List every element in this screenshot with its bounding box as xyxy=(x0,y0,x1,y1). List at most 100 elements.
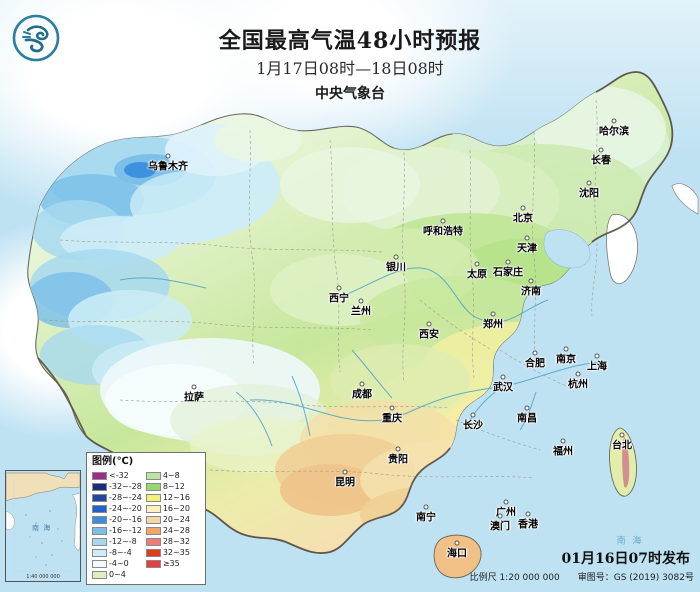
city-marker-dot xyxy=(611,118,617,124)
city-label: 郑州 xyxy=(483,319,503,331)
city-marker-dot xyxy=(560,438,566,444)
legend-swatch xyxy=(92,537,107,546)
legend-swatch xyxy=(145,504,161,513)
issue-time-label: 01月16日07时发布 xyxy=(561,551,690,567)
city-marker-dot xyxy=(497,513,503,519)
inset-sea-label: 南 海 xyxy=(32,524,52,532)
city-marker-dot xyxy=(389,405,395,411)
city-marker-dot xyxy=(191,384,197,390)
footer-metadata: 比例尺 1:20 000 000 审图号：GS (2019) 3082号 xyxy=(470,570,694,583)
legend-label: 24~28 xyxy=(162,526,190,535)
city-marker-dot xyxy=(423,504,429,510)
city-marker-dot xyxy=(532,350,538,356)
city-label: 北京 xyxy=(513,213,533,225)
legend-item-right-7: 32~35 xyxy=(145,547,190,558)
city-label: 南京 xyxy=(556,354,576,366)
legend-swatch xyxy=(92,559,107,568)
legend-swatch xyxy=(92,493,107,502)
legend-item-left-7: -8~-4 xyxy=(92,547,142,558)
city-marker-dot xyxy=(440,218,446,224)
hainan-island xyxy=(433,534,482,579)
legend-item-left-4: -20~-16 xyxy=(92,514,142,525)
city-label: 天津 xyxy=(517,243,537,255)
legend-label: 16~20 xyxy=(162,504,190,513)
legend-column-left: <-32 -32~-28 -28~-24 -24~-20 -20~-16 -16~-12 -… xyxy=(92,470,142,580)
city-label: 兰州 xyxy=(351,306,371,318)
city-marker-dot xyxy=(594,353,600,359)
south-china-sea-inset-map: 南 海 1:40 000 000 xyxy=(5,470,81,582)
city-label: 福州 xyxy=(553,446,573,458)
city-label: 济南 xyxy=(521,286,541,298)
city-label: 上海 xyxy=(587,361,607,373)
legend-item-left-9: 0~4 xyxy=(92,569,142,580)
city-marker-dot xyxy=(359,381,365,387)
city-marker-dot xyxy=(563,346,569,352)
city-label: 昆明 xyxy=(335,477,355,489)
city-label: 银川 xyxy=(386,262,406,274)
legend-item-left-5: -16~-12 xyxy=(92,525,142,536)
legend-swatch xyxy=(92,471,107,480)
city-label: 沈阳 xyxy=(579,188,599,200)
legend-swatch xyxy=(92,515,107,524)
legend-label: 32~35 xyxy=(162,548,190,557)
province-boundaries xyxy=(43,99,598,479)
city-label: 杭州 xyxy=(568,379,588,391)
legend-item-left-6: -12~-8 xyxy=(92,536,142,547)
legend-label: -16~-12 xyxy=(109,526,142,535)
city-marker-dot xyxy=(525,511,531,517)
taiwan-island xyxy=(609,427,637,497)
city-marker-dot xyxy=(524,405,530,411)
city-marker-dot xyxy=(528,278,534,284)
legend-swatch xyxy=(145,493,161,502)
city-label: 成都 xyxy=(352,389,372,401)
legend-label: -4~0 xyxy=(109,559,129,568)
legend-item-left-3: -24~-20 xyxy=(92,503,142,514)
legend-swatch xyxy=(145,548,161,557)
neighbor-japan xyxy=(671,183,699,215)
legend-item-left-2: -28~-24 xyxy=(92,492,142,503)
legend-item-right-2: 12~16 xyxy=(145,492,190,503)
legend-item-left-1: -32~-28 xyxy=(92,481,142,492)
inset-map-graphic xyxy=(6,471,80,581)
city-marker-dot xyxy=(358,298,364,304)
neighbor-korea xyxy=(606,213,638,285)
legend-label: 12~16 xyxy=(162,493,190,502)
legend-swatch xyxy=(92,504,107,513)
city-label: 贵阳 xyxy=(388,454,408,466)
legend-label: -20~-16 xyxy=(109,515,142,524)
legend-item-right-1: 8~12 xyxy=(145,481,190,492)
city-label: 南昌 xyxy=(517,413,537,425)
city-label: 海口 xyxy=(447,548,467,560)
city-label: 乌鲁木齐 xyxy=(148,161,188,173)
city-label: 香港 xyxy=(518,519,538,531)
legend-item-left-0: <-32 xyxy=(92,470,142,481)
city-marker-dot xyxy=(619,432,625,438)
legend-swatch xyxy=(145,537,161,546)
city-marker-dot xyxy=(490,311,496,317)
map-number-label: 审图号：GS (2019) 3082号 xyxy=(577,573,694,583)
legend-column-right: 4~8 8~12 12~16 16~20 20~24 24~28 28~32 32~35 ≥35 xyxy=(145,470,190,580)
city-label: 重庆 xyxy=(382,413,402,425)
city-label: 石家庄 xyxy=(493,267,523,279)
legend-swatch xyxy=(92,526,107,535)
city-marker-dot xyxy=(395,446,401,452)
city-marker-dot xyxy=(393,254,399,260)
city-label: 长沙 xyxy=(463,420,483,432)
city-label: 西宁 xyxy=(329,293,349,305)
city-label: 澳门 xyxy=(490,521,510,533)
legend-panel: 图例(℃) <-32 -32~-28 -28~-24 -24~-20 -20~-16 -1… xyxy=(86,452,206,585)
city-label: 太原 xyxy=(467,269,487,281)
legend-label: <-32 xyxy=(109,471,129,480)
legend-item-right-3: 16~20 xyxy=(145,503,190,514)
inset-scale-label: 1:40 000 000 xyxy=(26,574,60,580)
inland-seas xyxy=(543,229,591,269)
city-marker-dot xyxy=(336,285,342,291)
city-label: 南宁 xyxy=(416,512,436,524)
city-label: 呼和浩特 xyxy=(423,226,463,238)
city-marker-dot xyxy=(524,235,530,241)
city-label: 哈尔滨 xyxy=(599,126,629,138)
legend-swatch xyxy=(145,559,161,568)
legend-label: 8~12 xyxy=(162,482,185,491)
city-marker-dot xyxy=(165,153,171,159)
